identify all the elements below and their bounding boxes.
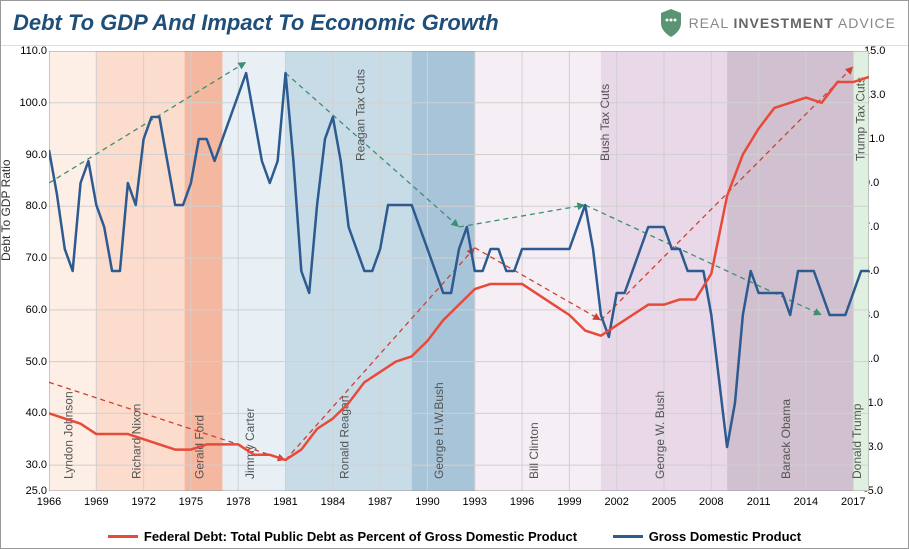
x-tick: 2017 <box>841 496 865 508</box>
x-tick: 1996 <box>510 496 534 508</box>
legend-swatch-debt <box>108 535 138 538</box>
y-tick-right: -3.0 <box>864 441 900 453</box>
y-tick-right: 13.0 <box>864 89 900 101</box>
y-tick-left: 90.0 <box>9 149 47 161</box>
tax-cut-label: Trump Tax Cuts <box>853 77 867 161</box>
x-tick: 2011 <box>747 496 771 508</box>
x-tick: 1990 <box>415 496 439 508</box>
president-label: Jimmy Carter <box>243 408 257 479</box>
chart-header: Debt To GDP And Impact To Economic Growt… <box>1 1 908 46</box>
x-tick: 1972 <box>131 496 155 508</box>
y-tick-right: 3.0 <box>864 309 900 321</box>
x-tick: 1978 <box>226 496 250 508</box>
chart-container: Debt To GDP And Impact To Economic Growt… <box>0 0 909 549</box>
legend-item-gdp: Gross Domestic Product <box>613 529 801 544</box>
y-tick-right: -5.0 <box>864 485 900 497</box>
y-tick-right: 7.0 <box>864 221 900 233</box>
president-label: George W. Bush <box>653 391 667 479</box>
y-tick-right: 1.0 <box>864 353 900 365</box>
y-tick-left: 30.0 <box>9 459 47 471</box>
x-tick: 1987 <box>368 496 392 508</box>
y-tick-left: 80.0 <box>9 200 47 212</box>
president-label: George H.W.Bush <box>432 382 446 479</box>
tax-cut-label: Bush Tax Cuts <box>598 84 612 161</box>
x-tick: 2002 <box>604 496 628 508</box>
y-tick-right: 11.0 <box>864 133 900 145</box>
x-tick: 1999 <box>557 496 581 508</box>
x-tick: 2014 <box>794 496 818 508</box>
x-tick: 2005 <box>652 496 676 508</box>
y-tick-right: 15.0 <box>864 45 900 57</box>
logo-text: REAL INVESTMENT ADVICE <box>689 15 896 31</box>
y-tick-right: -1.0 <box>864 397 900 409</box>
president-label: Barack Obama <box>779 399 793 479</box>
chart-title: Debt To GDP And Impact To Economic Growt… <box>13 10 499 36</box>
y-axis-right: -5.0-3.0-1.01.03.05.07.09.011.013.015.0 <box>864 51 900 491</box>
legend-label-debt: Federal Debt: Total Public Debt as Perce… <box>144 529 577 544</box>
y-tick-left: 110.0 <box>9 45 47 57</box>
legend: Federal Debt: Total Public Debt as Perce… <box>1 526 908 544</box>
legend-label-gdp: Gross Domestic Product <box>649 529 801 544</box>
x-tick: 1966 <box>37 496 61 508</box>
president-label: Richard Nixon <box>129 404 143 479</box>
y-tick-left: 40.0 <box>9 407 47 419</box>
tax-cut-label: Reagan Tax Cuts <box>353 69 367 161</box>
y-tick-left: 60.0 <box>9 304 47 316</box>
y-tick-left: 100.0 <box>9 97 47 109</box>
x-tick: 1969 <box>84 496 108 508</box>
x-tick: 1993 <box>463 496 487 508</box>
legend-swatch-gdp <box>613 535 643 538</box>
plot-area: Lyndon JohnsonRichard NixonGerald FordJi… <box>49 51 869 491</box>
president-label: Lyndon Johnson <box>62 391 76 479</box>
shield-icon <box>659 9 683 37</box>
president-label: Bill Clinton <box>527 422 541 479</box>
y-tick-right: 9.0 <box>864 177 900 189</box>
y-tick-right: 5.0 <box>864 265 900 277</box>
president-label: Donald Trump <box>850 403 864 479</box>
x-tick: 1975 <box>179 496 203 508</box>
x-tick: 2008 <box>699 496 723 508</box>
brand-logo: REAL INVESTMENT ADVICE <box>659 9 896 37</box>
legend-item-debt: Federal Debt: Total Public Debt as Perce… <box>108 529 577 544</box>
y-tick-left: 70.0 <box>9 252 47 264</box>
y-axis-left: 25.030.040.050.060.070.080.090.0100.0110… <box>9 51 47 491</box>
x-tick: 1981 <box>273 496 297 508</box>
y-tick-left: 50.0 <box>9 356 47 368</box>
x-tick: 1984 <box>321 496 345 508</box>
